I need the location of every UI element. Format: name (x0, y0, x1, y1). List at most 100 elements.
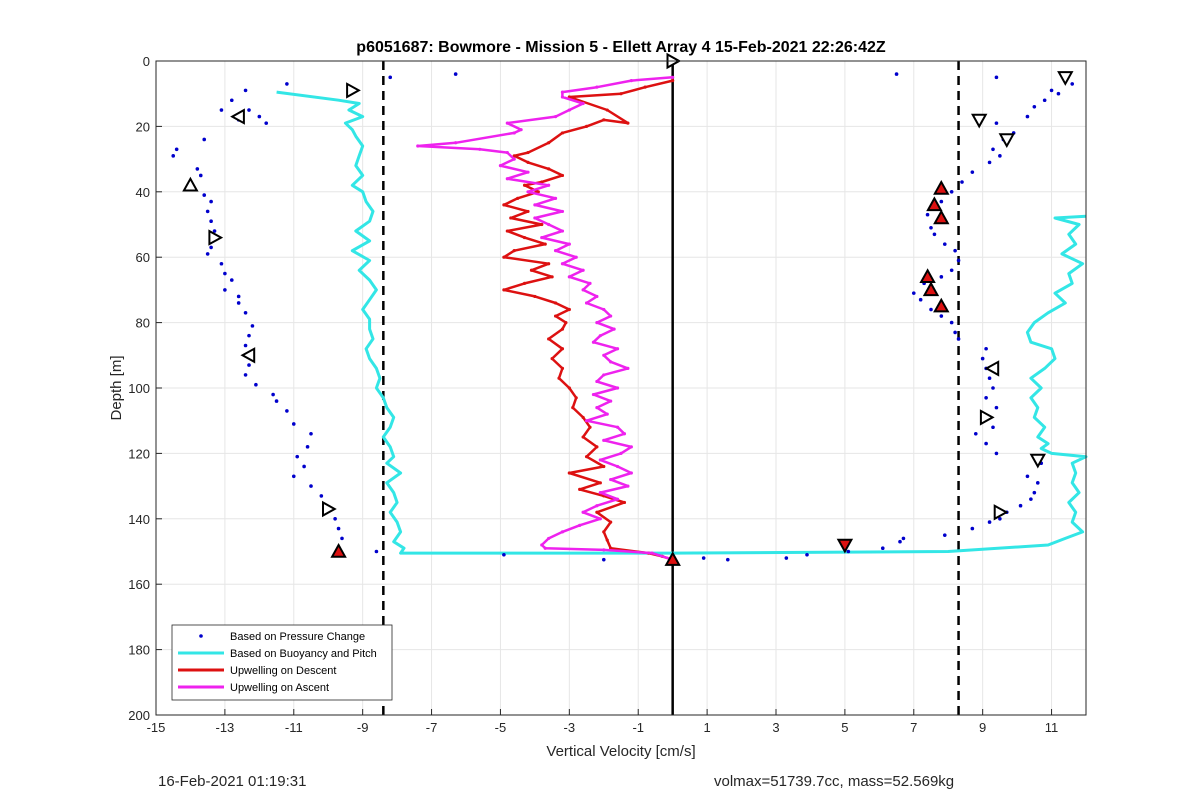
data-point-pressure (953, 248, 957, 253)
series-point-ascent (591, 340, 596, 344)
data-point-pressure (374, 549, 379, 554)
series-point-ascent (553, 114, 558, 119)
data-point-pressure (942, 242, 947, 246)
data-point-pressure (174, 147, 179, 152)
data-point-pressure (805, 552, 809, 557)
data-point-pressure (285, 82, 289, 86)
data-point-pressure (942, 533, 947, 537)
data-point-pressure (973, 431, 978, 436)
series-point-ascent (574, 255, 578, 259)
triangle-marker-left (230, 108, 245, 125)
legend-entry-buoyancy: Based on Buoyancy and Pitch (178, 648, 377, 660)
data-point-pressure (285, 409, 289, 413)
x-tick-label: -3 (564, 720, 576, 735)
series-point-descent (553, 314, 558, 318)
series-point-ascent (602, 548, 606, 552)
data-point-pressure (209, 219, 213, 224)
data-point-pressure (998, 154, 1002, 158)
series-point-ascent (578, 523, 582, 527)
series-point-descent (536, 190, 540, 194)
series-point-ascent (584, 419, 589, 423)
triangle-marker-up (664, 551, 681, 566)
series-point-descent (502, 288, 506, 292)
data-point-pressure (223, 288, 227, 292)
triangle-marker-up (926, 196, 943, 212)
series-point-descent (609, 546, 613, 550)
series-point-ascent (598, 517, 602, 521)
data-point-pressure (1032, 104, 1037, 109)
series-point-ascent (615, 425, 620, 429)
series-point-descent (560, 366, 565, 370)
data-point-pressure (901, 536, 906, 541)
x-tick-label: 9 (979, 720, 986, 735)
series-point-ascent (533, 216, 537, 220)
series-point-descent (533, 294, 537, 299)
y-tick-label: 40 (136, 185, 150, 200)
series-point-descent (567, 471, 571, 475)
x-tick-label: -5 (495, 720, 507, 735)
series-point-descent (605, 538, 609, 542)
series-point-ascent (567, 275, 571, 279)
data-point-pressure (250, 324, 255, 328)
grid (155, 60, 1086, 716)
footer-summary: volmax=51739.7cc, mass=52.569kg (714, 773, 955, 790)
triangle-marker-down (1029, 453, 1046, 469)
series-point-ascent (512, 131, 516, 135)
series-point-ascent (602, 307, 606, 312)
series-point-descent (560, 327, 565, 331)
series-point-ascent (553, 196, 558, 200)
data-point-pressure (932, 232, 937, 237)
data-point-pressure (984, 441, 988, 446)
series-point-descent (609, 520, 613, 524)
series-point-ascent (598, 334, 602, 338)
data-point-pressure (898, 539, 902, 544)
triangle-marker-up (933, 179, 950, 195)
data-point-pressure (601, 557, 606, 562)
triangle-marker-up (933, 297, 950, 313)
data-point-pressure (918, 297, 923, 302)
data-point-pressure (960, 180, 964, 184)
series-point-descent (602, 530, 606, 534)
series-point-ascent (454, 141, 458, 145)
series-point-ascent (560, 90, 565, 94)
data-point-pressure (243, 373, 248, 377)
series (171, 72, 1088, 562)
data-point-pressure (236, 294, 241, 299)
data-point-pressure (271, 392, 275, 397)
triangle-marker-down (971, 113, 988, 129)
data-point-pressure (305, 445, 310, 449)
triangle-marker-right (979, 409, 995, 426)
series-point-ascent (629, 471, 633, 475)
data-point-pressure (243, 343, 248, 348)
series-point-descent (505, 229, 509, 233)
series-point-ascent (619, 451, 623, 455)
series-point-ascent (595, 294, 599, 299)
series-point-ascent (519, 128, 523, 132)
data-point-pressure (970, 170, 975, 174)
y-tick-label: 0 (143, 54, 150, 69)
y-tick-label: 60 (136, 250, 150, 265)
x-axis-label: Vertical Velocity [cm/s] (546, 743, 695, 760)
series-point-descent (502, 255, 506, 259)
series-point-descent (567, 307, 571, 312)
series-point-descent (560, 347, 565, 351)
series-point-descent (584, 124, 589, 128)
data-point-pressure (984, 396, 988, 400)
series-point-descent (557, 376, 561, 380)
triangle-marker-up (182, 176, 199, 192)
series-point-descent (526, 209, 530, 214)
series-point-descent (602, 464, 606, 469)
series-point-ascent (595, 85, 599, 89)
series-point-ascent (615, 497, 620, 501)
series-line-descent (502, 79, 674, 561)
series-point-ascent (626, 366, 630, 370)
data-point-pressure (205, 209, 210, 214)
data-point-pressure (1025, 114, 1030, 119)
series-point-descent (540, 180, 544, 184)
series-point-ascent (615, 347, 620, 351)
series-point-descent (522, 235, 527, 240)
series-point-ascent (540, 543, 544, 547)
series-point-ascent (581, 510, 585, 514)
series-point-ascent (588, 281, 592, 285)
series-point-descent (581, 435, 585, 439)
